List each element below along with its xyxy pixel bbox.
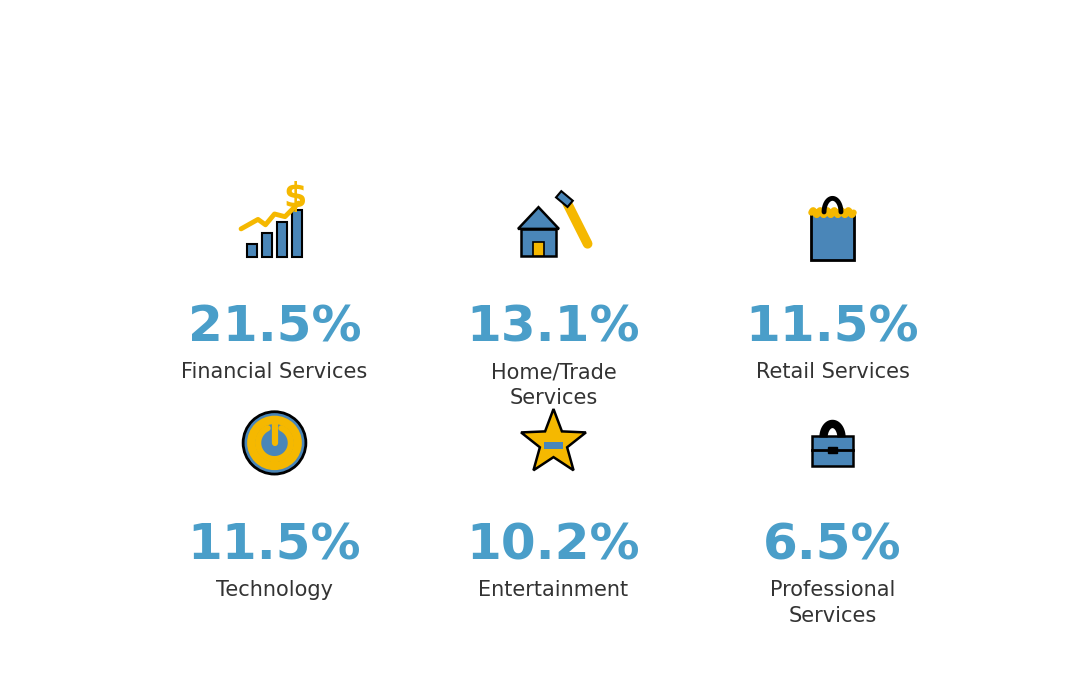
- Text: 21.5%: 21.5%: [188, 303, 362, 352]
- Polygon shape: [521, 409, 586, 470]
- Text: Professional
Services: Professional Services: [770, 580, 895, 626]
- Text: 6.5%: 6.5%: [764, 521, 902, 569]
- Circle shape: [243, 412, 306, 474]
- FancyBboxPatch shape: [522, 229, 555, 256]
- Text: Financial Services: Financial Services: [181, 362, 367, 382]
- FancyBboxPatch shape: [292, 210, 302, 257]
- Text: $: $: [283, 181, 307, 214]
- Polygon shape: [518, 207, 559, 229]
- Text: 10.2%: 10.2%: [467, 521, 640, 569]
- FancyBboxPatch shape: [544, 442, 563, 450]
- FancyBboxPatch shape: [276, 222, 287, 257]
- FancyBboxPatch shape: [261, 233, 272, 257]
- Text: Technology: Technology: [216, 580, 333, 600]
- Text: Entertainment: Entertainment: [478, 580, 629, 600]
- Text: 11.5%: 11.5%: [188, 521, 362, 569]
- FancyBboxPatch shape: [534, 242, 543, 256]
- Text: 13.1%: 13.1%: [467, 303, 640, 352]
- Polygon shape: [556, 191, 572, 207]
- FancyBboxPatch shape: [827, 448, 837, 454]
- FancyBboxPatch shape: [811, 213, 853, 260]
- Text: 11.5%: 11.5%: [745, 303, 919, 352]
- FancyBboxPatch shape: [246, 244, 257, 257]
- FancyBboxPatch shape: [812, 436, 853, 466]
- Text: Home/Trade
Services: Home/Trade Services: [490, 362, 617, 408]
- Text: Retail Services: Retail Services: [756, 362, 909, 382]
